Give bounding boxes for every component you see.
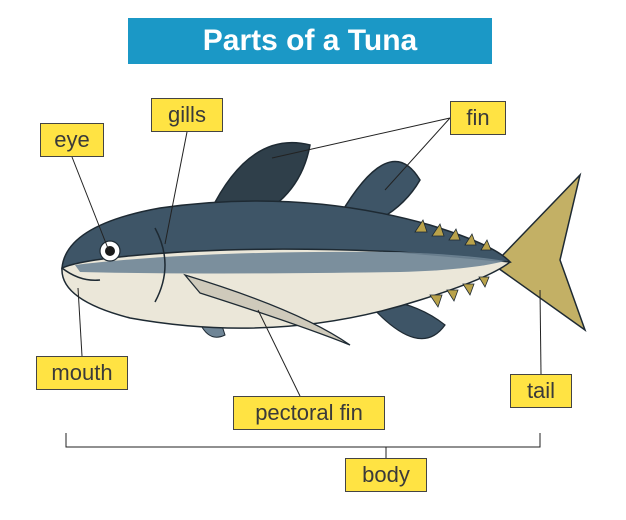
label-gills: gills: [151, 98, 223, 132]
label-pectoral-fin: pectoral fin: [233, 396, 385, 430]
label-body: body: [345, 458, 427, 492]
label-tail: tail: [510, 374, 572, 408]
label-eye: eye: [40, 123, 104, 157]
diagram-title: Parts of a Tuna: [128, 18, 492, 64]
label-mouth: mouth: [36, 356, 128, 390]
body-bracket: [0, 0, 626, 520]
label-fin: fin: [450, 101, 506, 135]
